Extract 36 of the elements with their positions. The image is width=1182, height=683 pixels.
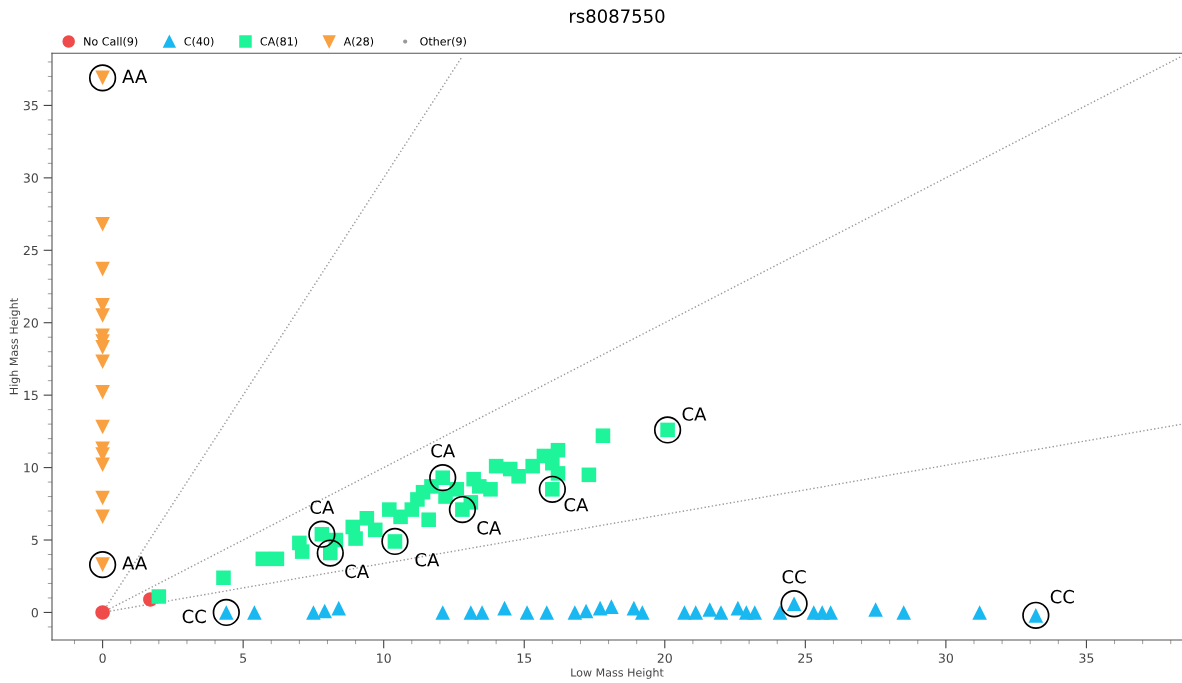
legend-label: C(40) [184, 36, 214, 47]
x-tick-label: 5 [240, 653, 247, 663]
legend-label: CA(81) [260, 36, 298, 47]
y-tick-label: 0 [31, 607, 38, 618]
y-tick-label: 30 [23, 173, 38, 183]
annotation: CA [682, 407, 707, 421]
annotation: CA [345, 564, 369, 579]
x-tick-label: 0 [99, 653, 106, 663]
y-tick-label: 5 [31, 535, 38, 545]
x-tick-label: 35 [1079, 653, 1094, 663]
x-tick-label: 10 [377, 653, 391, 663]
y-tick-label: 20 [23, 318, 38, 328]
annotation: CA [431, 443, 456, 458]
legend-label: A(28) [343, 36, 374, 47]
y-axis-title: High Mass Height [9, 298, 21, 395]
annotation: CC [182, 609, 206, 624]
annotation: CA [477, 521, 502, 535]
x-tick-label: 30 [938, 653, 954, 663]
y-tick-label: 15 [24, 390, 38, 401]
legend-label: Other(9) [420, 36, 466, 47]
y-tick-label: 25 [23, 245, 38, 256]
legend-label: No Call(9) [84, 36, 138, 47]
x-tick-label: 20 [657, 653, 672, 663]
annotation: AA [122, 556, 148, 570]
annotation: CC [1050, 589, 1074, 604]
annotation: CC [782, 569, 806, 584]
y-tick-label: 35 [23, 100, 38, 111]
y-tick-label: 10 [24, 463, 38, 473]
x-tick-label: 15 [517, 653, 532, 663]
chart-title: rs8087550 [570, 9, 665, 23]
annotation: CA [564, 497, 589, 512]
annotation: CA [415, 552, 440, 567]
x-tick-label: 25 [798, 653, 813, 663]
annotation: AA [122, 69, 148, 83]
annotation: CA [310, 500, 335, 515]
x-axis-title: Low Mass Height [571, 668, 664, 679]
